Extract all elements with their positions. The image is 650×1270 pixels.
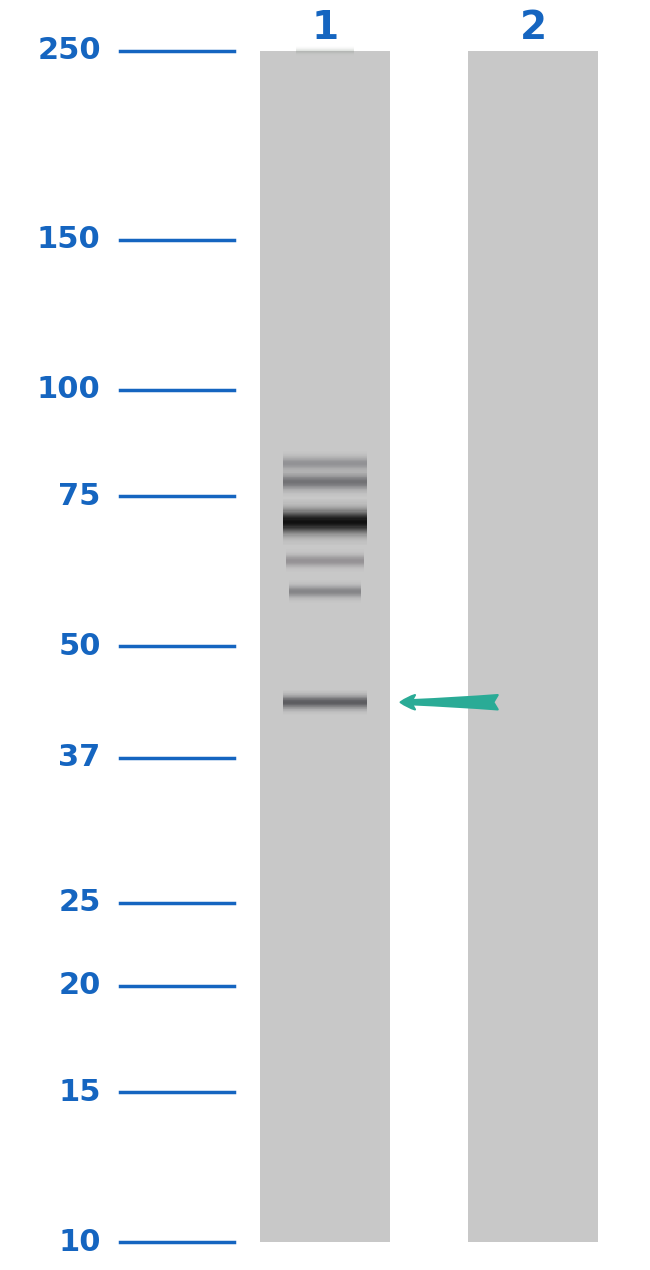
Text: 250: 250 [37,37,101,65]
Text: 37: 37 [58,743,101,772]
Text: 15: 15 [58,1077,101,1106]
Text: 150: 150 [37,225,101,254]
Bar [468,51,598,1242]
Bar [260,51,390,1242]
Text: 20: 20 [58,972,101,999]
Text: 1: 1 [311,9,339,47]
Text: 75: 75 [58,481,101,511]
Text: 50: 50 [58,632,101,660]
Text: 2: 2 [519,9,547,47]
Text: 25: 25 [58,889,101,917]
Text: 10: 10 [58,1228,101,1256]
Text: 100: 100 [37,376,101,404]
